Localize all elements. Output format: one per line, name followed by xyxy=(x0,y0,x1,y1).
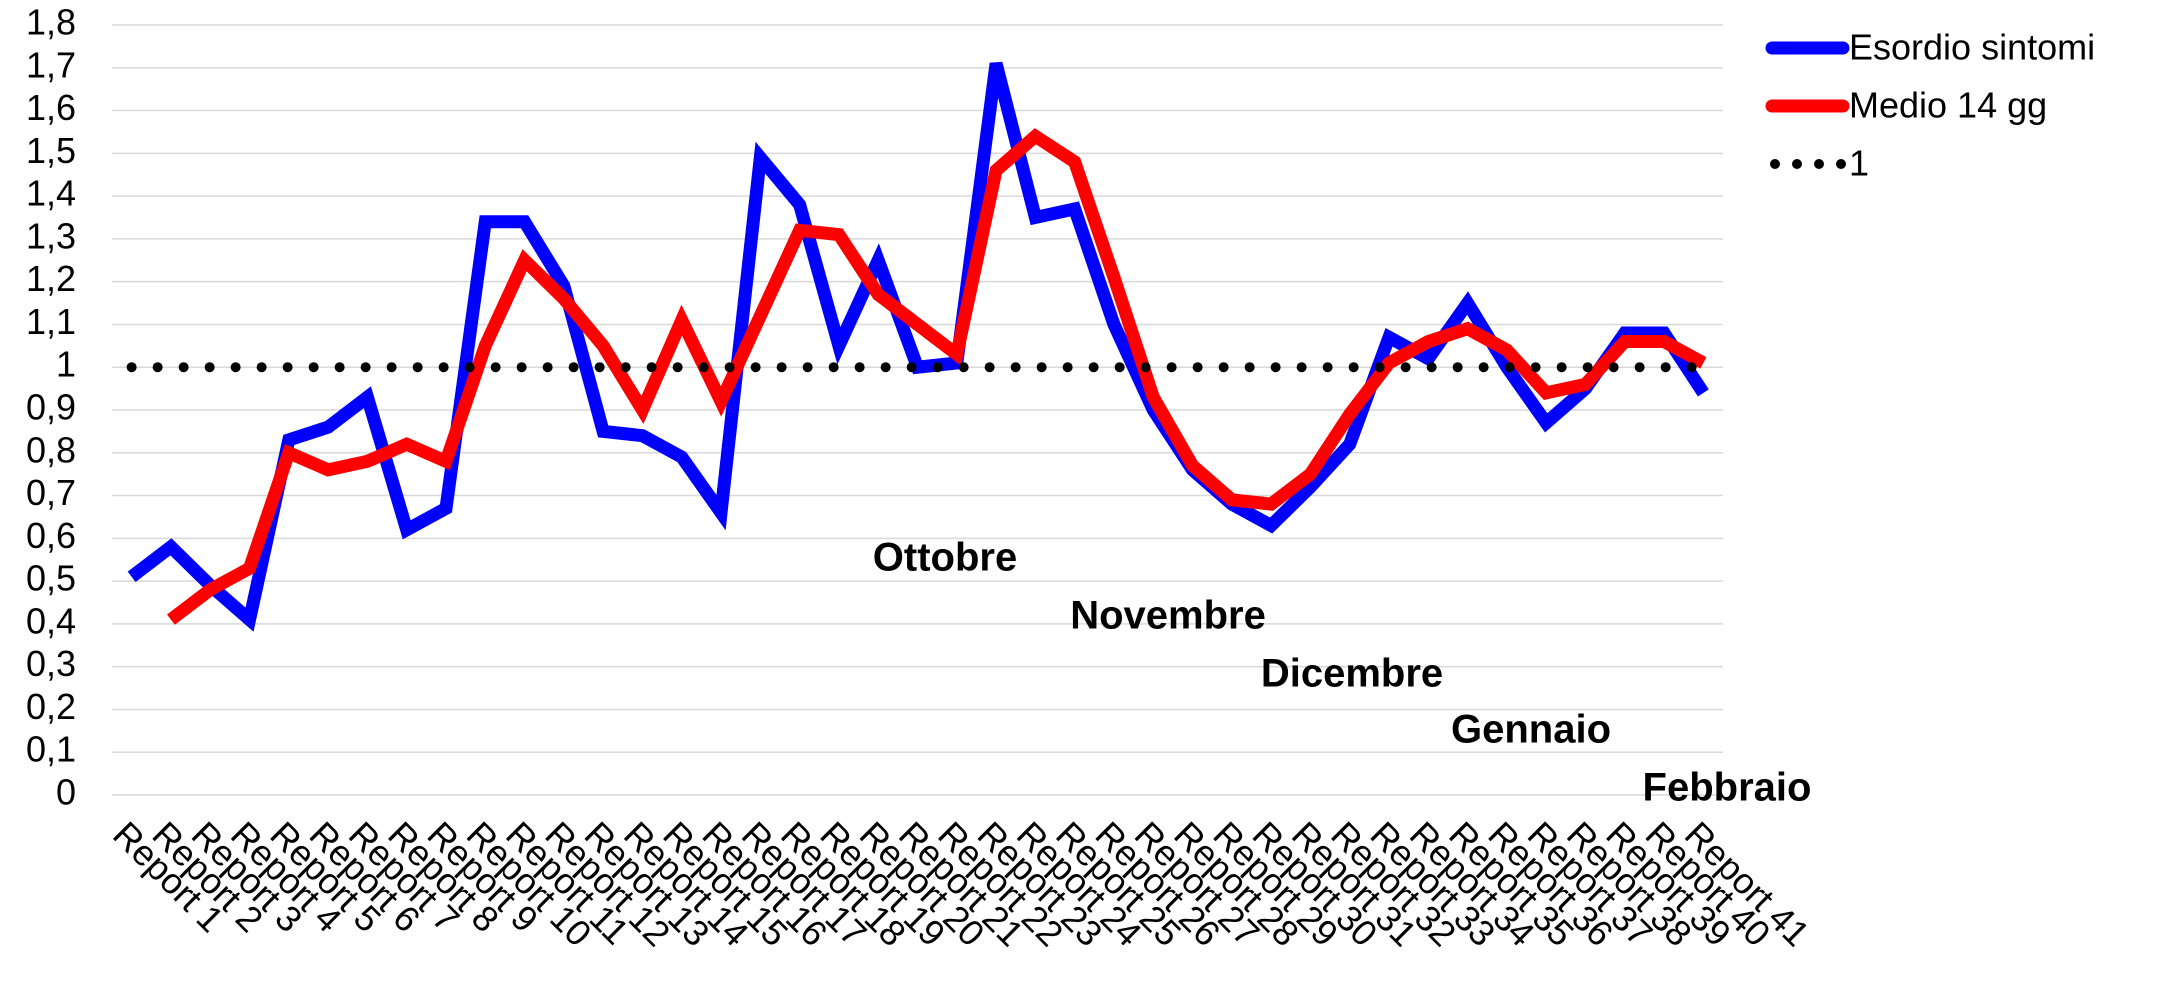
y-tick-label: 0,3 xyxy=(26,643,76,684)
y-tick-label: 1,4 xyxy=(26,173,76,214)
y-tick-label: 0,7 xyxy=(26,472,76,513)
y-tick-label: 0,1 xyxy=(26,729,76,770)
y-tick-label: 1,6 xyxy=(26,87,76,128)
y-tick-label: 1 xyxy=(56,344,76,385)
y-tick-label: 1,8 xyxy=(26,2,76,43)
y-tick-label: 0,4 xyxy=(26,600,76,641)
y-tick-label: 0,2 xyxy=(26,686,76,727)
y-tick-label: 1,5 xyxy=(26,130,76,171)
y-tick-label: 0 xyxy=(56,772,76,813)
annotation: Ottobre xyxy=(873,536,1017,580)
legend-label: Esordio sintomi xyxy=(1849,27,2095,68)
y-tick-label: 1,7 xyxy=(26,44,76,85)
annotation: Novembre xyxy=(1070,594,1266,638)
legend-label: 1 xyxy=(1849,143,1869,184)
annotation: Gennaio xyxy=(1451,708,1611,752)
y-tick-label: 0,5 xyxy=(26,558,76,599)
y-tick-label: 0,8 xyxy=(26,429,76,470)
series-line xyxy=(166,128,1707,625)
y-tick-label: 1,1 xyxy=(26,301,76,342)
annotation: Dicembre xyxy=(1261,652,1443,696)
legend-label: Medio 14 gg xyxy=(1849,85,2047,126)
annotation: Febbraio xyxy=(1643,766,1812,810)
y-tick-label: 0,9 xyxy=(26,387,76,428)
y-tick-label: 1,3 xyxy=(26,215,76,256)
y-tick-label: 0,6 xyxy=(26,515,76,556)
y-tick-label: 1,2 xyxy=(26,258,76,299)
